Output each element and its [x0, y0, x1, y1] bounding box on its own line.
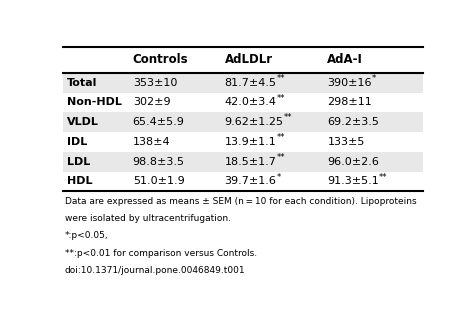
Bar	[63, 132, 423, 152]
Text: *: *	[276, 172, 281, 182]
Text: 42.0±3.4: 42.0±3.4	[225, 97, 276, 108]
Text: 96.0±2.6: 96.0±2.6	[328, 157, 379, 167]
Text: **: **	[276, 153, 285, 162]
Text: Data are expressed as means ± SEM (n = 10 for each condition). Lipoproteins: Data are expressed as means ± SEM (n = 1…	[65, 197, 416, 206]
Text: IDL: IDL	[66, 137, 87, 147]
Text: AdLDLr: AdLDLr	[225, 53, 273, 66]
Text: HDL: HDL	[66, 176, 92, 186]
Text: 65.4±5.9: 65.4±5.9	[133, 117, 184, 127]
Text: AdA-I: AdA-I	[328, 53, 363, 66]
Text: 13.9±1.1: 13.9±1.1	[225, 137, 276, 147]
Bar	[63, 73, 423, 92]
Text: Non-HDL: Non-HDL	[66, 97, 121, 108]
Text: 18.5±1.7: 18.5±1.7	[225, 157, 276, 167]
Text: 9.62±1.25: 9.62±1.25	[225, 117, 283, 127]
Text: 98.8±3.5: 98.8±3.5	[133, 157, 185, 167]
Text: *:p<0.05,: *:p<0.05,	[65, 231, 109, 240]
Text: **: **	[276, 74, 285, 83]
Text: doi:10.1371/journal.pone.0046849.t001: doi:10.1371/journal.pone.0046849.t001	[65, 266, 246, 275]
Text: **: **	[379, 172, 388, 182]
Text: Controls: Controls	[133, 53, 188, 66]
Text: 302±9: 302±9	[133, 97, 170, 108]
Text: *: *	[372, 74, 376, 83]
Text: 51.0±1.9: 51.0±1.9	[133, 176, 184, 186]
Text: 81.7±4.5: 81.7±4.5	[225, 78, 276, 88]
Text: 39.7±1.6: 39.7±1.6	[225, 176, 276, 186]
Text: **: **	[283, 113, 292, 122]
Text: 133±5: 133±5	[328, 137, 365, 147]
Text: LDL: LDL	[66, 157, 90, 167]
Text: 298±11: 298±11	[328, 97, 372, 108]
Text: Total: Total	[66, 78, 97, 88]
Text: 353±10: 353±10	[133, 78, 177, 88]
Text: 91.3±5.1: 91.3±5.1	[328, 176, 379, 186]
Text: **: **	[276, 133, 285, 142]
Bar	[63, 47, 423, 73]
Bar	[63, 92, 423, 112]
Text: 69.2±3.5: 69.2±3.5	[328, 117, 379, 127]
Text: were isolated by ultracentrifugation.: were isolated by ultracentrifugation.	[65, 214, 231, 223]
Text: **: **	[276, 94, 285, 103]
Text: **:p<0.01 for comparison versus Controls.: **:p<0.01 for comparison versus Controls…	[65, 249, 257, 258]
Bar	[63, 171, 423, 191]
Text: 138±4: 138±4	[133, 137, 170, 147]
Bar	[63, 112, 423, 132]
Text: 390±16: 390±16	[328, 78, 372, 88]
Bar	[63, 152, 423, 171]
Text: VLDL: VLDL	[66, 117, 99, 127]
